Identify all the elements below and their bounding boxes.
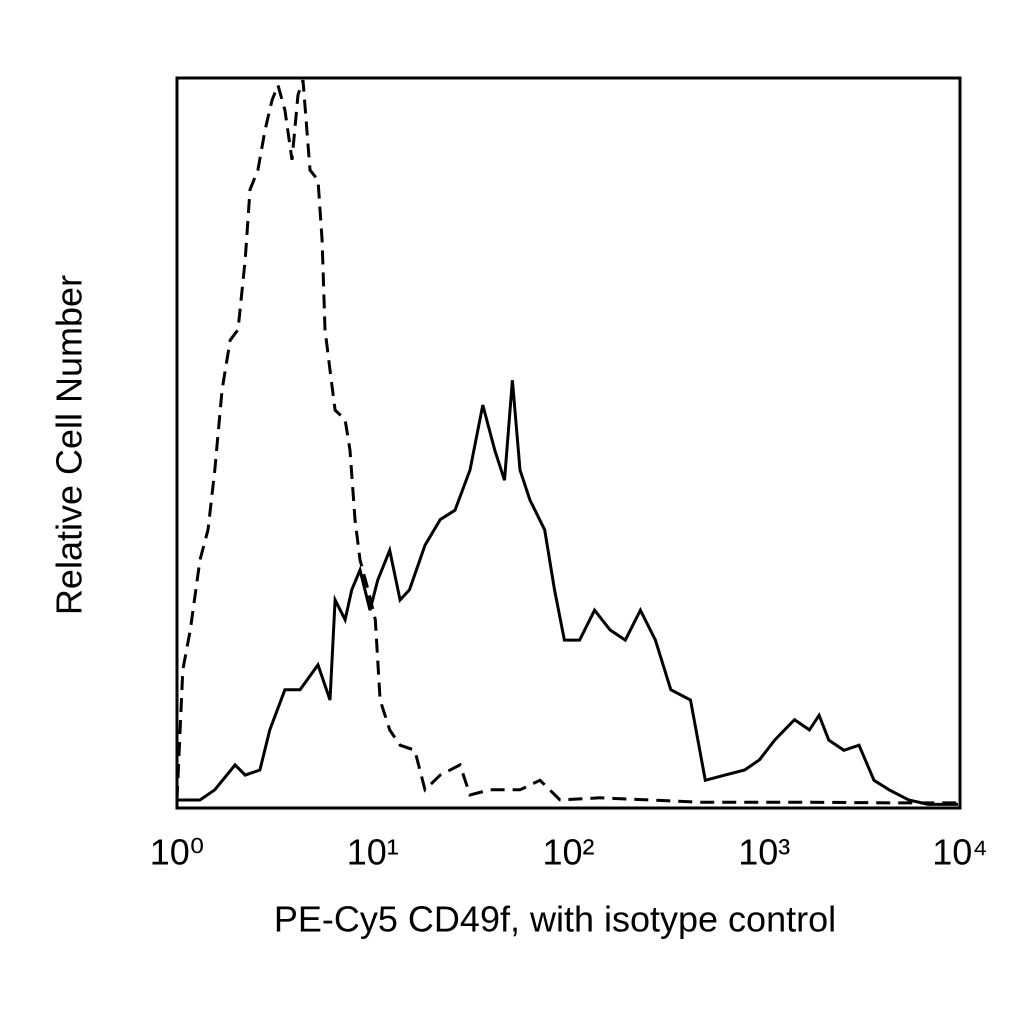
x-tick-label: 10¹ (347, 832, 399, 873)
x-tick-label: 10⁴ (932, 832, 988, 873)
x-tick-label: 10⁰ (150, 832, 204, 873)
x-tick-label: 10³ (738, 832, 790, 873)
y-axis-label: Relative Cell Number (49, 275, 90, 615)
plot-frame (175, 76, 962, 810)
histogram-line (177, 380, 958, 806)
x-axis-label: PE-Cy5 CD49f, with isotype control (274, 899, 836, 940)
x-tick-label: 10² (542, 832, 594, 873)
histogram-line (175, 79, 958, 805)
